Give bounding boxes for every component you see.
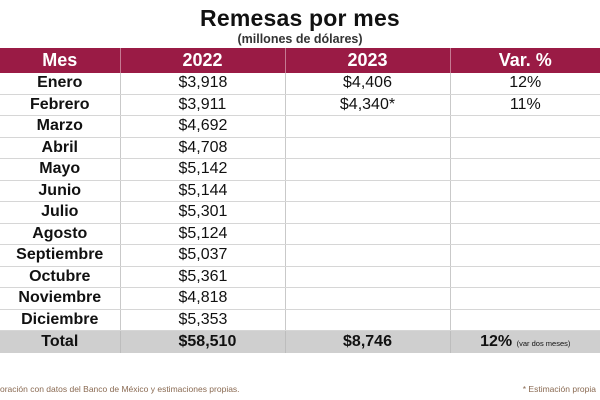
value-2022-cell: $5,353: [119, 309, 285, 331]
month-cell: Febrero: [0, 94, 120, 116]
value-2023-cell: [284, 115, 450, 138]
value-2022-cell: $5,037: [119, 244, 285, 267]
column-header-2023: 2023: [284, 48, 450, 73]
value-2022-cell: $4,692: [119, 115, 285, 138]
total-2023: $8,746: [284, 330, 450, 353]
table-row: Febrero $3,911 $4,340* 11%: [0, 94, 600, 116]
value-2022-cell: $5,301: [119, 201, 285, 224]
month-cell: Mayo: [0, 158, 120, 181]
value-2023-cell: [284, 287, 450, 310]
page-title: Remesas por mes: [200, 5, 400, 31]
value-2023-cell: [284, 244, 450, 267]
variation-cell: [449, 244, 600, 267]
variation-cell: 11%: [449, 94, 600, 116]
value-2023-cell: [284, 201, 450, 224]
value-2023-cell: [284, 309, 450, 331]
value-2023-cell: [284, 137, 450, 159]
table-row: Enero $3,918 $4,406 12%: [0, 73, 600, 95]
variation-cell: [449, 201, 600, 224]
variation-cell: [449, 266, 600, 288]
column-header-var: Var. %: [449, 48, 600, 73]
total-var-value: 12%: [480, 333, 513, 350]
month-cell: Diciembre: [0, 309, 120, 331]
month-cell: Junio: [0, 180, 120, 202]
month-cell: Octubre: [0, 266, 120, 288]
value-2023-cell: $4,406: [284, 73, 450, 95]
remesas-table: Mes 2022 2023 Var. % Enero $3,918 $4,406 12…: [0, 48, 600, 353]
table-row: Agosto $5,124: [0, 223, 600, 245]
value-2022-cell: $5,124: [119, 223, 285, 245]
value-2023-cell: $4,340*: [284, 94, 450, 116]
month-cell: Noviembre: [0, 287, 120, 310]
month-cell: Septiembre: [0, 244, 120, 267]
value-2022-cell: $3,918: [119, 73, 285, 95]
month-cell: Agosto: [0, 223, 120, 245]
value-2022-cell: $3,911: [119, 94, 285, 116]
month-cell: Abril: [0, 137, 120, 159]
column-header-2022: 2022: [119, 48, 285, 73]
month-cell: Enero: [0, 73, 120, 95]
footer: oración con datos del Banco de México y …: [0, 381, 600, 400]
total-2022: $58,510: [119, 330, 285, 353]
table-row: Marzo $4,692: [0, 115, 600, 138]
table-row: Junio $5,144: [0, 180, 600, 202]
page-subtitle: (millones de dólares): [237, 32, 363, 46]
table-row: Mayo $5,142: [0, 158, 600, 181]
footer-estimate-note: * Estimación propia: [522, 384, 596, 394]
table-row: Octubre $5,361: [0, 266, 600, 288]
table-row: Julio $5,301: [0, 201, 600, 224]
table-row: Abril $4,708: [0, 137, 600, 159]
total-label: Total: [0, 330, 120, 353]
table-row: Noviembre $4,818: [0, 287, 600, 310]
month-cell: Marzo: [0, 115, 120, 138]
table-header-row: Mes 2022 2023 Var. %: [0, 48, 600, 73]
month-cell: Julio: [0, 201, 120, 224]
variation-cell: 12%: [449, 73, 600, 95]
value-2023-cell: [284, 266, 450, 288]
value-2022-cell: $5,361: [119, 266, 285, 288]
value-2022-cell: $5,144: [119, 180, 285, 202]
variation-cell: [449, 180, 600, 202]
footer-source: oración con datos del Banco de México y …: [0, 384, 240, 394]
total-var-note: (var dos meses): [516, 339, 571, 348]
variation-cell: [449, 309, 600, 331]
variation-cell: [449, 287, 600, 310]
total-var: 12% (var dos meses): [449, 330, 600, 353]
value-2023-cell: [284, 223, 450, 245]
value-2022-cell: $4,708: [119, 137, 285, 159]
variation-cell: [449, 115, 600, 138]
table-body: Enero $3,918 $4,406 12% Febrero $3,911 $4,340*…: [0, 73, 600, 331]
table-row: Septiembre $5,037: [0, 244, 600, 267]
variation-cell: [449, 223, 600, 245]
variation-cell: [449, 158, 600, 181]
value-2023-cell: [284, 180, 450, 202]
value-2022-cell: $4,818: [119, 287, 285, 310]
value-2023-cell: [284, 158, 450, 181]
value-2022-cell: $5,142: [119, 158, 285, 181]
total-row: Total $58,510 $8,746 12% (var dos meses): [0, 330, 600, 353]
variation-cell: [449, 137, 600, 159]
table-row: Diciembre $5,353: [0, 309, 600, 331]
column-header-mes: Mes: [0, 48, 120, 73]
